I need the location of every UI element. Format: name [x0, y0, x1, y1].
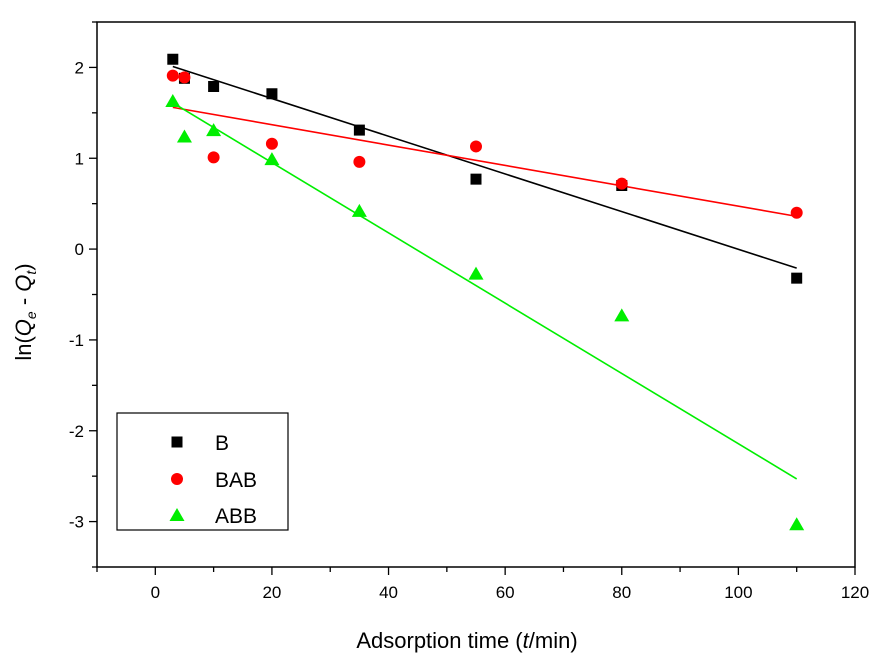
legend-box: [116, 412, 289, 531]
x-axis-title: Adsorption time (t/min): [356, 628, 577, 653]
axes: 0 20 40 60 80 100 120 -3 -2 -1 0 1 2: [69, 21, 869, 602]
legend-label-bab: BAB: [215, 469, 257, 492]
fit-line-bab: [172, 106, 797, 218]
fit-lines: [172, 65, 798, 480]
point-bab: [207, 151, 220, 164]
point-bab: [615, 177, 628, 190]
point-abb: [614, 308, 630, 322]
point-abb: [351, 203, 367, 217]
legend-marker-b: [171, 436, 183, 448]
point-bab: [166, 69, 179, 82]
legend-marker-abb: [169, 508, 185, 521]
point-b: [266, 88, 278, 100]
x-tick-label: 80: [612, 583, 631, 602]
point-b: [791, 272, 803, 284]
point-bab: [265, 137, 278, 150]
fit-line-b: [172, 65, 797, 269]
point-abb: [206, 123, 222, 137]
x-tick-label: 0: [151, 583, 160, 602]
point-bab: [790, 206, 803, 219]
fit-line-abb: [172, 102, 798, 480]
x-tick-label: 60: [496, 583, 515, 602]
data-markers: [165, 53, 805, 531]
y-tick-label: 1: [75, 149, 84, 168]
point-b: [470, 173, 482, 185]
x-tick-label: 20: [262, 583, 281, 602]
point-bab: [470, 140, 482, 153]
point-abb: [176, 129, 192, 143]
point-abb: [789, 517, 805, 531]
x-tick-label: 100: [724, 583, 752, 602]
y-tick-label: 2: [75, 58, 84, 77]
legend-marker-bab: [171, 473, 183, 485]
y-tick-label: 0: [75, 240, 84, 259]
legend: B BAB ABB: [116, 412, 289, 531]
x-tick-label: 40: [379, 583, 398, 602]
point-abb: [165, 94, 181, 108]
y-axis-title: ln(Qe - Qt): [11, 263, 39, 360]
point-bab: [353, 155, 366, 168]
point-b: [208, 80, 220, 92]
x-tick-label: 120: [841, 583, 869, 602]
point-b: [353, 124, 365, 136]
point-b: [167, 53, 179, 65]
legend-label-abb: ABB: [215, 505, 257, 528]
y-tick-label: -1: [69, 331, 84, 350]
legend-label-b: B: [215, 432, 229, 455]
point-bab: [178, 71, 191, 84]
y-tick-label: -2: [69, 422, 84, 441]
y-tick-label: -3: [69, 513, 84, 532]
point-abb: [468, 266, 484, 280]
point-abb: [264, 152, 280, 166]
